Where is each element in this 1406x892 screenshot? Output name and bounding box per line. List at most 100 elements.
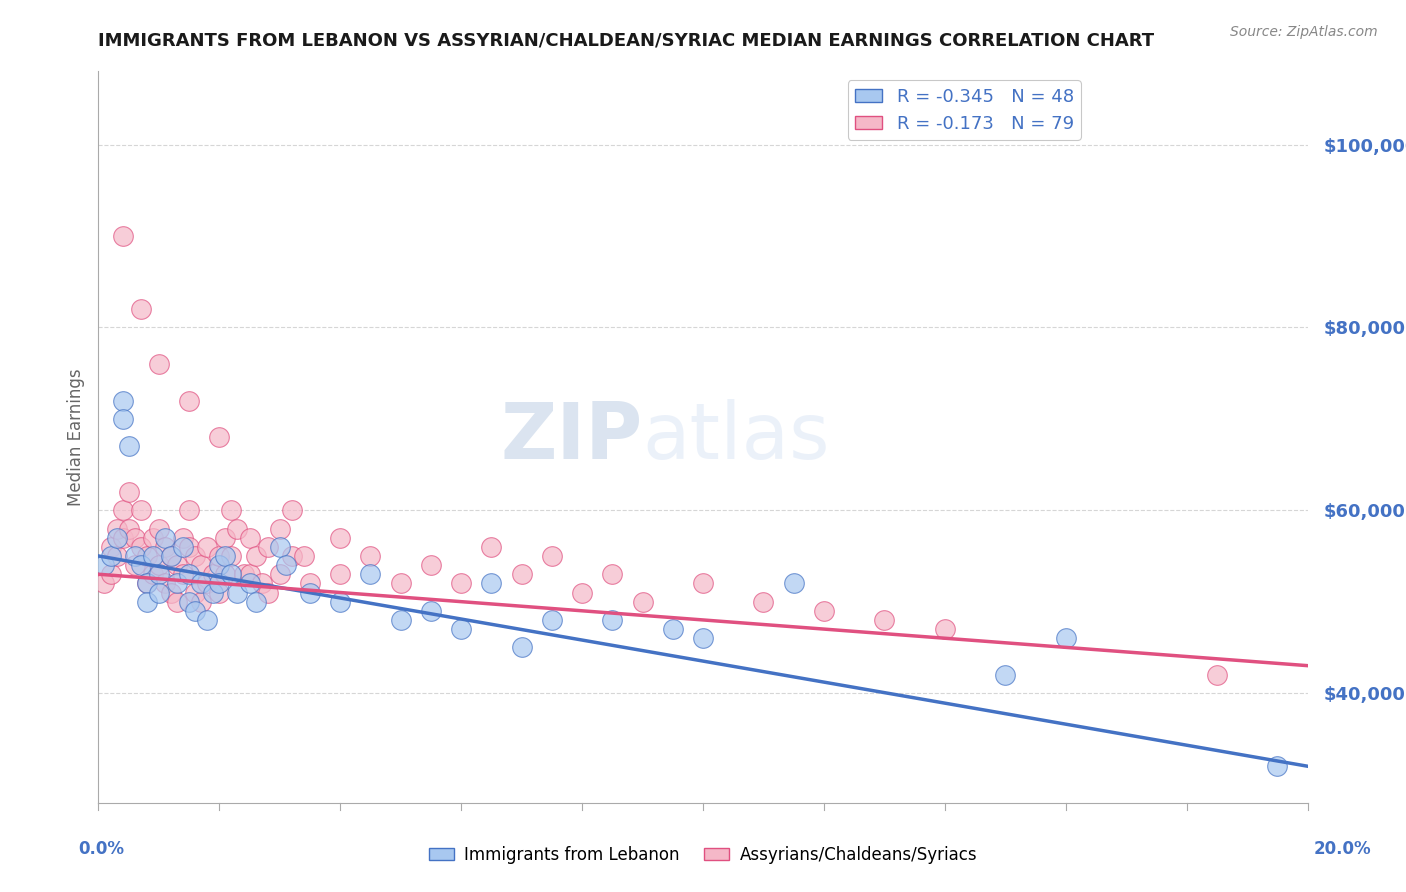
Point [256, 585, 278, 599]
Point [269, 567, 291, 582]
Point [360, 567, 382, 582]
Text: IMMIGRANTS FROM LEBANON VS ASSYRIAN/CHALDEAN/SYRIAC MEDIAN EARNINGS CORRELATION : IMMIGRANTS FROM LEBANON VS ASSYRIAN/CHAL… [98, 31, 1154, 49]
Point [269, 540, 291, 554]
Point [124, 531, 146, 545]
Point [661, 622, 683, 636]
Point [214, 531, 236, 545]
Point [208, 430, 231, 444]
Point [602, 613, 624, 627]
Point [135, 549, 157, 563]
Point [105, 531, 128, 545]
Point [239, 531, 262, 545]
Point [571, 585, 593, 599]
Point [281, 549, 304, 563]
Point [172, 567, 194, 582]
Point [208, 585, 231, 599]
Point [1054, 631, 1077, 645]
Point [195, 540, 218, 554]
Point [329, 531, 352, 545]
Point [124, 549, 146, 563]
Point [813, 604, 835, 618]
Point [93, 576, 115, 591]
Point [148, 585, 170, 599]
Point [111, 411, 134, 425]
Point [245, 594, 267, 608]
Point [118, 484, 141, 499]
Point [135, 576, 157, 591]
Point [510, 567, 533, 582]
Point [190, 558, 212, 573]
Point [934, 622, 956, 636]
Point [481, 576, 503, 591]
Point [692, 631, 714, 645]
Point [179, 393, 201, 408]
Point [172, 531, 194, 545]
Point [274, 558, 297, 573]
Point [160, 585, 183, 599]
Point [208, 558, 231, 573]
Point [360, 549, 382, 563]
Point [1267, 759, 1289, 773]
Point [250, 576, 273, 591]
Point [329, 594, 352, 608]
Point [135, 576, 157, 591]
Point [153, 531, 176, 545]
Point [239, 567, 262, 582]
Point [135, 594, 157, 608]
Text: 0.0%: 0.0% [79, 840, 124, 858]
Point [172, 540, 194, 554]
Point [179, 594, 201, 608]
Point [540, 549, 562, 563]
Point [195, 613, 218, 627]
Point [1206, 667, 1229, 681]
Point [214, 567, 236, 582]
Point [105, 549, 128, 563]
Point [179, 503, 201, 517]
Point [166, 576, 188, 591]
Point [100, 549, 122, 563]
Point [329, 567, 352, 582]
Point [873, 613, 896, 627]
Point [111, 228, 134, 243]
Point [450, 576, 472, 591]
Point [179, 540, 201, 554]
Point [420, 558, 443, 573]
Point [221, 549, 243, 563]
Point [111, 531, 134, 545]
Point [299, 585, 322, 599]
Point [195, 576, 218, 591]
Point [111, 503, 134, 517]
Point [389, 576, 412, 591]
Point [994, 667, 1017, 681]
Text: 20.0%: 20.0% [1315, 840, 1371, 858]
Point [100, 540, 122, 554]
Point [118, 439, 141, 453]
Point [208, 576, 231, 591]
Point [148, 357, 170, 371]
Point [226, 521, 249, 535]
Text: Source: ZipAtlas.com: Source: ZipAtlas.com [1230, 25, 1378, 39]
Legend: Immigrants from Lebanon, Assyrians/Chaldeans/Syriacs: Immigrants from Lebanon, Assyrians/Chald… [422, 839, 984, 871]
Point [202, 585, 225, 599]
Point [179, 567, 201, 582]
Point [256, 540, 278, 554]
Point [221, 567, 243, 582]
Point [245, 549, 267, 563]
Point [540, 613, 562, 627]
Point [190, 594, 212, 608]
Point [124, 558, 146, 573]
Point [752, 594, 775, 608]
Point [226, 585, 249, 599]
Point [232, 567, 254, 582]
Point [510, 640, 533, 655]
Point [153, 576, 176, 591]
Point [602, 567, 624, 582]
Point [129, 503, 152, 517]
Point [93, 558, 115, 573]
Point [184, 604, 207, 618]
Point [153, 540, 176, 554]
Point [148, 558, 170, 573]
Point [160, 549, 183, 563]
Point [389, 613, 412, 627]
Point [783, 576, 806, 591]
